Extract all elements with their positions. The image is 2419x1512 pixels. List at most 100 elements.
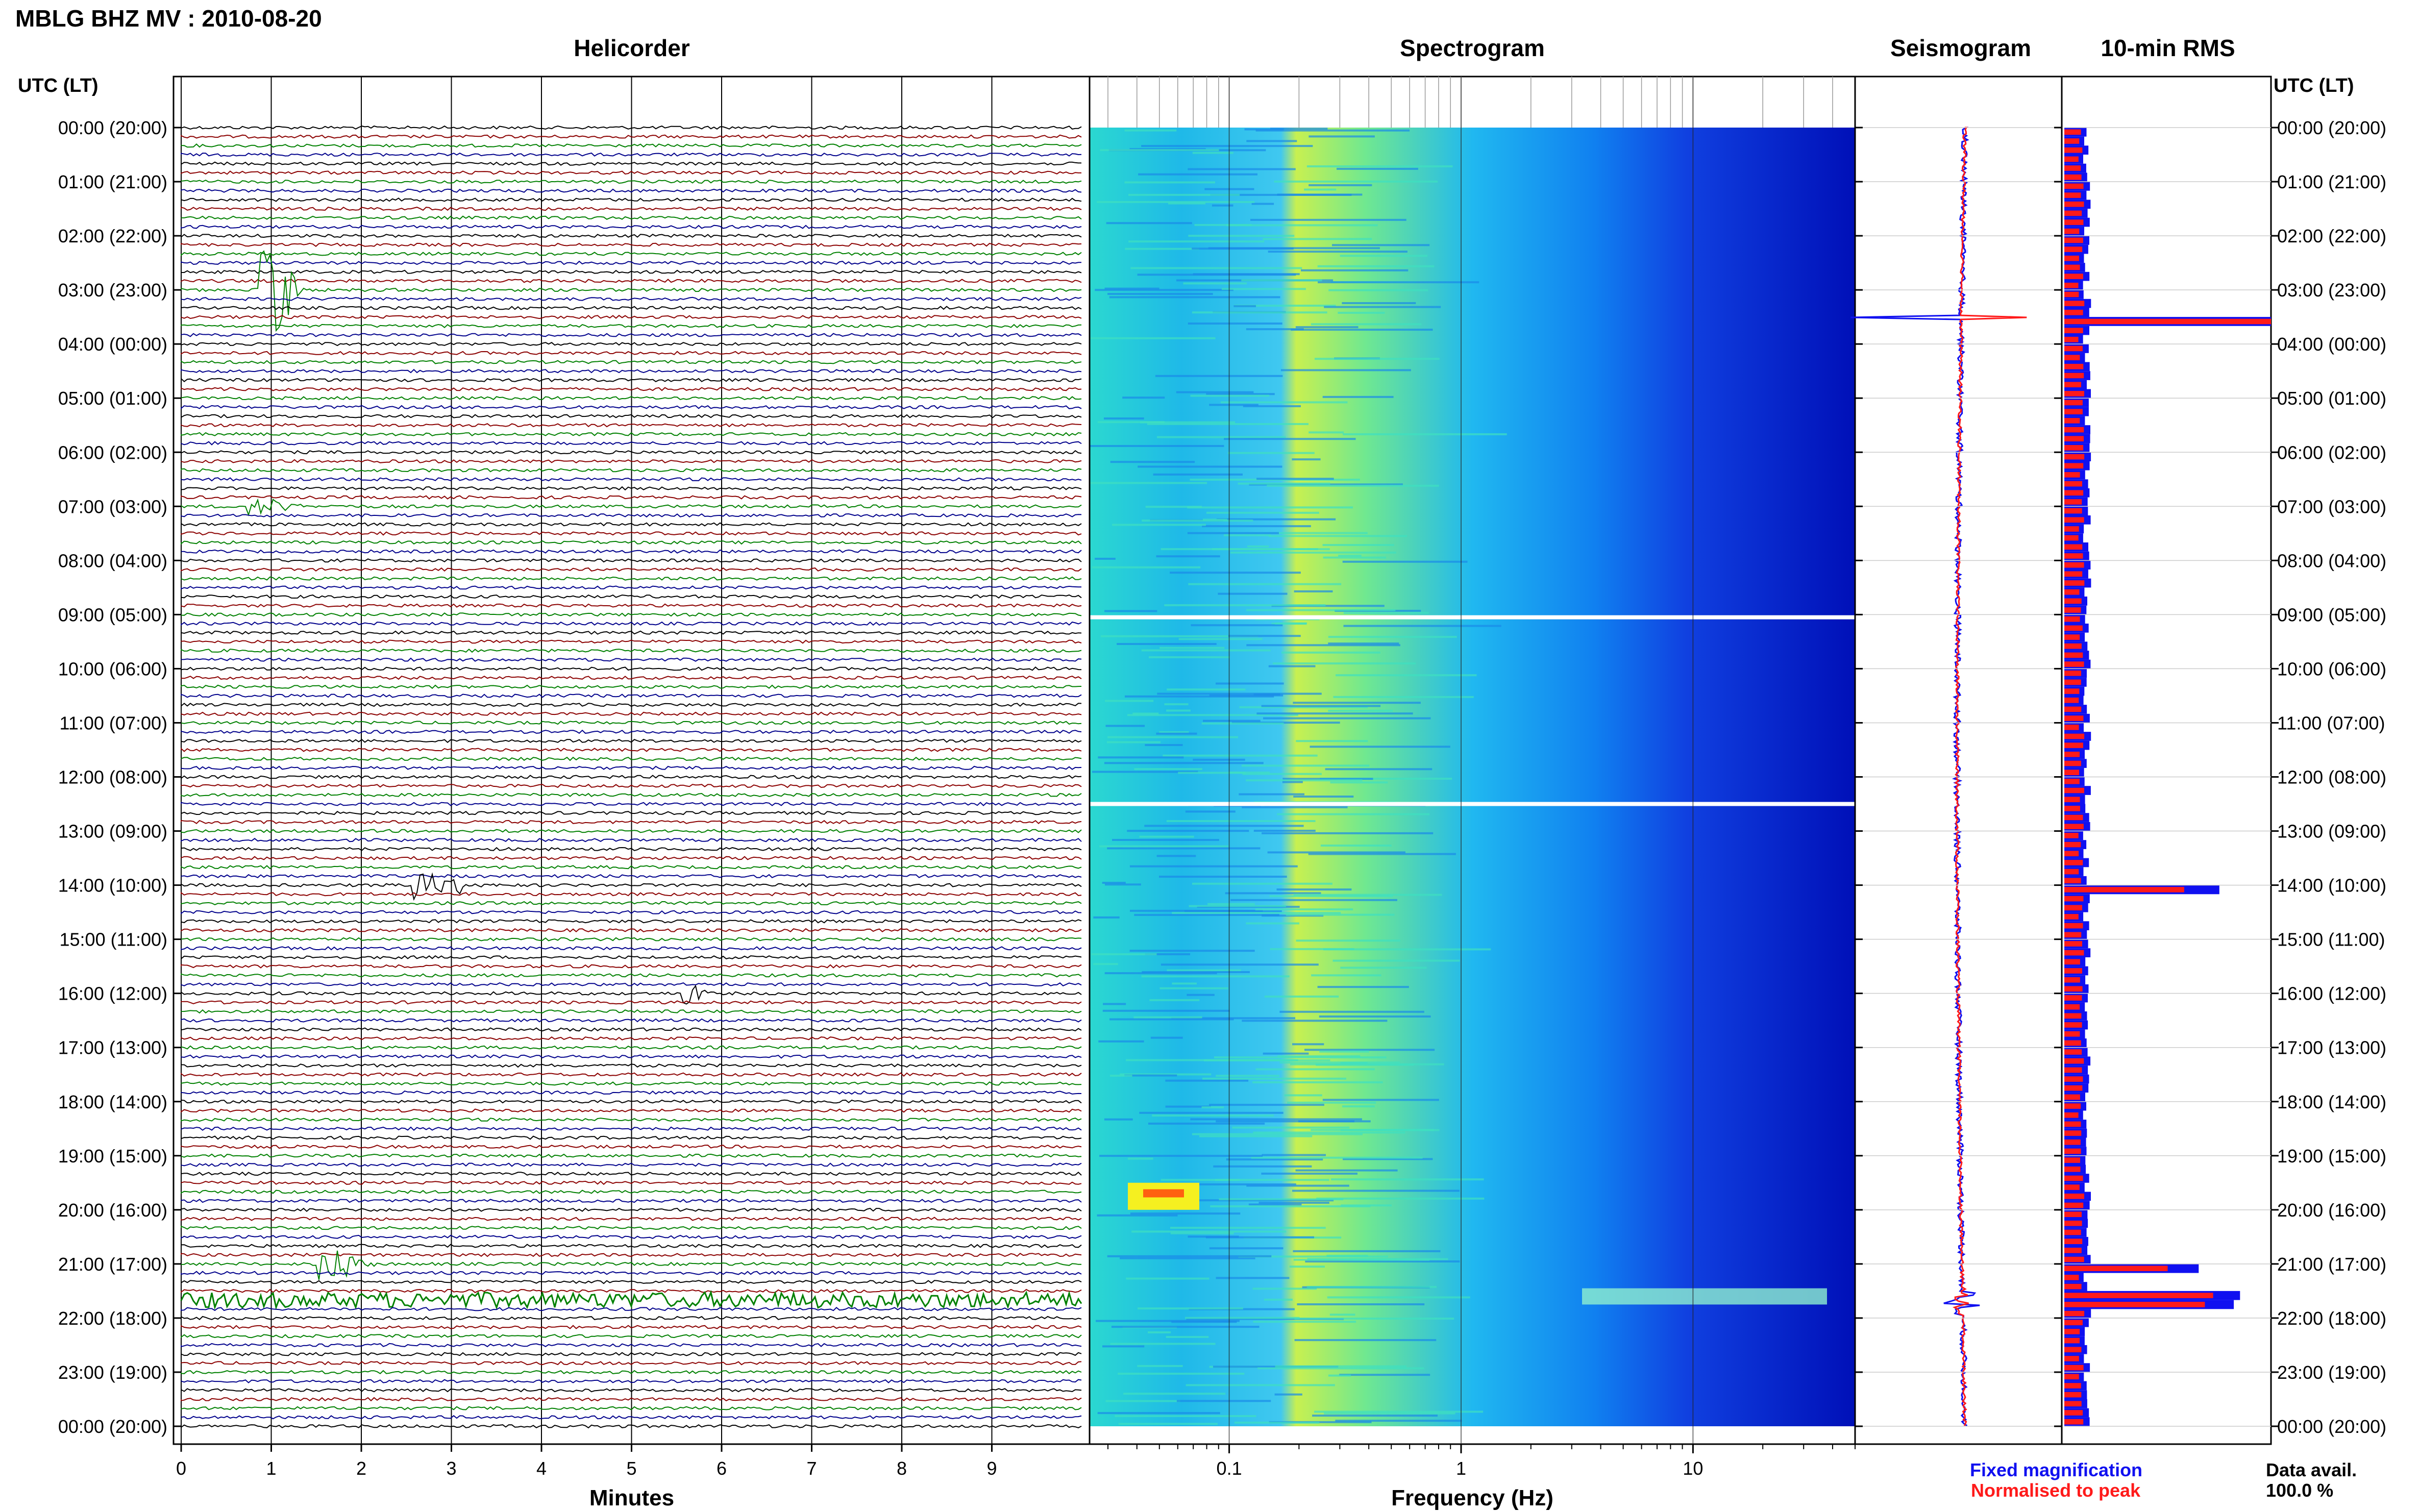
seismogram-normalised-trace <box>1953 127 2027 1426</box>
helicorder-trace <box>181 1171 1082 1176</box>
spectrogram-streak <box>1230 899 1397 901</box>
spectrogram-streak <box>1104 287 1159 290</box>
rms-bar-normalised <box>2064 1374 2079 1380</box>
spectrogram-streak <box>1124 129 1177 132</box>
spectrogram-streak <box>1340 1062 1368 1064</box>
helicorder-trace <box>181 296 1082 301</box>
helicorder-trace <box>181 1009 1082 1014</box>
spectrogram-streak <box>1199 1135 1313 1137</box>
spectrogram-streak <box>1280 369 1411 371</box>
helicorder-trace <box>181 351 1082 355</box>
rms-bar-normalised <box>2064 174 2082 180</box>
helicorder-trace <box>181 946 1082 951</box>
helicorder-x-tick-label: 6 <box>717 1458 727 1479</box>
spectrogram-streak <box>1329 1313 1355 1316</box>
spectrogram-streak <box>1310 746 1450 748</box>
rms-bar-normalised <box>2064 715 2084 721</box>
spectrogram-streak <box>1242 806 1348 808</box>
spectrogram-streak <box>1165 1105 1211 1108</box>
spectrogram-streak <box>1315 358 1440 360</box>
helicorder-trace <box>181 1244 1082 1248</box>
spectrogram-streak <box>1323 556 1387 559</box>
spectrogram-streak <box>1128 193 1240 196</box>
spectrogram-streak <box>1206 393 1275 395</box>
rms-bar-normalised <box>2064 869 2079 875</box>
spectrogram-streak <box>1328 636 1457 638</box>
rms-bar-normalised <box>2064 1103 2081 1109</box>
helicorder-trace <box>181 802 1082 806</box>
rms-bar-normalised <box>2064 1410 2083 1416</box>
spectrogram-streak <box>1320 778 1452 780</box>
rms-bar-normalised <box>2064 1121 2081 1127</box>
spectrogram-streak <box>1187 994 1215 996</box>
rms-bar-normalised <box>2064 1085 2083 1091</box>
rms-bar-normalised <box>2064 1175 2083 1181</box>
right-time-tick-label: 12:00 (08:00) <box>2277 767 2386 788</box>
spectrogram-streak <box>1110 461 1195 463</box>
spectrogram-streak <box>1156 855 1196 857</box>
rms-bar-normalised <box>2064 986 2083 992</box>
spectrogram-streak <box>1104 610 1157 612</box>
spectrogram-streak <box>1256 712 1413 715</box>
helicorder-trace <box>181 865 1082 870</box>
spectrogram-streak <box>1178 772 1246 774</box>
spectrogram-streak <box>1340 255 1428 257</box>
helicorder-x-tick-label: 0 <box>176 1458 186 1479</box>
spectrogram-streak <box>1178 638 1263 640</box>
rms-bar-normalised <box>2064 418 2080 424</box>
spectrogram-streak <box>1284 1094 1322 1097</box>
right-time-tick-label: 19:00 (15:00) <box>2277 1146 2386 1167</box>
spectrogram-streak <box>1246 140 1297 142</box>
helicorder-trace <box>181 891 1082 897</box>
helicorder-trace <box>181 984 1082 1005</box>
spectrogram-streak <box>1118 1423 1218 1425</box>
helicorder-trace <box>181 1352 1082 1356</box>
rms-bar-normalised <box>2064 274 2083 279</box>
spectrogram-streak <box>1190 394 1270 397</box>
spectrogram-streak <box>1316 1063 1414 1066</box>
helicorder-trace <box>181 1280 1082 1284</box>
helicorder-trace <box>181 1288 1082 1294</box>
spectrogram-streak <box>1333 696 1474 698</box>
rms-bar-normalised <box>2064 391 2084 396</box>
helicorder-trace <box>181 250 1082 332</box>
spectrogram-streak <box>1251 1156 1423 1159</box>
rms-bar-normalised <box>2064 995 2082 1001</box>
rms-bar-normalised <box>2064 787 2084 794</box>
spectrogram-streak <box>1152 1114 1274 1117</box>
spectrogram-streak <box>1291 329 1433 331</box>
helicorder-trace <box>181 333 1082 337</box>
helicorder-trace <box>181 134 1082 139</box>
spectrogram-streak <box>1224 534 1271 536</box>
helicorder-trace <box>181 1063 1082 1068</box>
rms-bar-normalised <box>2064 183 2084 189</box>
rms-bar-normalised <box>2064 968 2082 974</box>
helicorder-trace <box>181 269 1082 275</box>
rms-bar-normalised <box>2064 1157 2080 1163</box>
spectrogram-streak <box>1253 693 1280 696</box>
spectrogram-streak <box>1120 1257 1255 1259</box>
spectrogram-streak <box>1141 975 1290 978</box>
spectrogram-streak <box>1275 622 1307 625</box>
spectrogram-streak <box>1238 482 1330 485</box>
spectrogram-streak <box>1339 1374 1430 1376</box>
spectrogram-streak <box>1234 305 1336 307</box>
spectrogram-streak <box>1104 762 1264 764</box>
rms-bar-normalised <box>2064 1401 2082 1407</box>
spectrogram-streak <box>1241 279 1322 282</box>
spectrogram-streak <box>1176 1400 1271 1402</box>
spectrogram-streak <box>1220 401 1348 404</box>
rms-bar-normalised <box>2064 860 2083 865</box>
spectrogram-x-tick-label: 1 <box>1456 1458 1466 1479</box>
spectrogram-streak <box>1138 465 1282 468</box>
spectrogram-streak <box>1164 703 1189 706</box>
spectrogram-streak <box>1296 939 1400 942</box>
spectrogram-streak <box>1294 1318 1454 1320</box>
spectrogram-streak <box>1264 995 1339 998</box>
spectrogram-streak <box>1306 1285 1437 1288</box>
spectrogram-streak <box>1209 1247 1283 1250</box>
spectrogram-streak <box>1102 1009 1230 1012</box>
rms-bar-normalised <box>2064 490 2084 496</box>
rms-bar-normalised <box>2064 616 2080 622</box>
right-time-tick-label: 03:00 (23:00) <box>2277 280 2386 301</box>
